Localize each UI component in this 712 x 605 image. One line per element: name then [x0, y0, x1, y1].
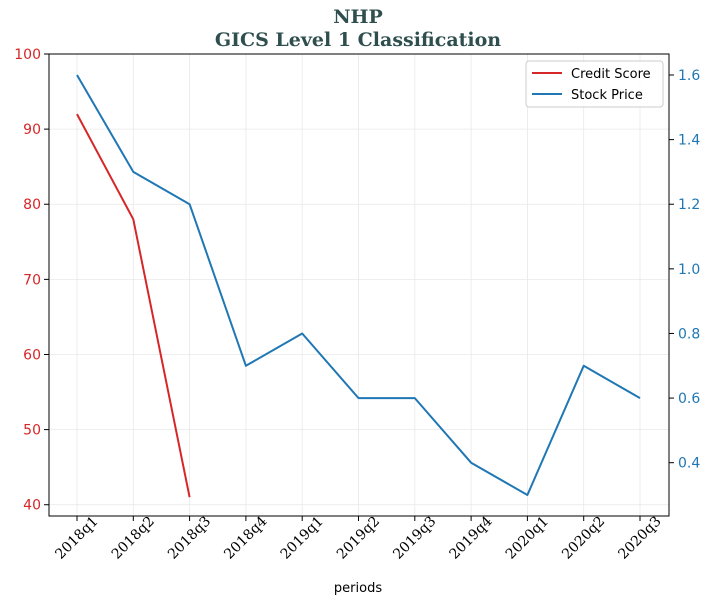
right-tick-label: 1.2: [678, 197, 700, 213]
left-tick-label: 50: [23, 423, 41, 439]
right-tick-label: 1.4: [678, 133, 700, 149]
x-axis-label: periods: [334, 581, 382, 596]
legend: Credit Score Stock Price: [525, 60, 664, 108]
series-line-credit-score: [76, 113, 191, 498]
right-tick-label: 0.8: [678, 326, 700, 342]
left-tick-label: 80: [23, 197, 41, 213]
left-tick-label: 90: [23, 122, 41, 138]
legend-label-stock-price: Stock Price: [571, 88, 643, 103]
left-tick-label: 40: [23, 498, 41, 514]
left-tick-label: 60: [23, 347, 41, 363]
left-tick-label: 100: [14, 47, 41, 63]
left-axis: 40 50 60 70 80 90 100: [14, 47, 49, 514]
right-tick-label: 0.4: [678, 456, 700, 472]
left-tick-label: 70: [23, 272, 41, 288]
right-tick-label: 0.6: [678, 391, 700, 407]
plot-frame: [48, 53, 670, 517]
chart-title: NHP: [333, 6, 383, 28]
x-axis: 2018q1 2018q2 2018q3 2018q4 2019q1 2019q2 2019…: [52, 513, 664, 562]
right-axis: 0.4 0.6 0.8 1.0 1.2 1.4 1.6: [669, 68, 700, 472]
legend-label-credit-score: Credit Score: [571, 67, 651, 82]
grid: [49, 53, 669, 516]
right-tick-label: 1.6: [678, 68, 700, 84]
right-tick-label: 1.0: [678, 262, 700, 278]
series-layer: [76, 74, 641, 498]
chart-subtitle: GICS Level 1 Classification: [215, 29, 501, 51]
series-line-stock-price: [76, 74, 641, 496]
